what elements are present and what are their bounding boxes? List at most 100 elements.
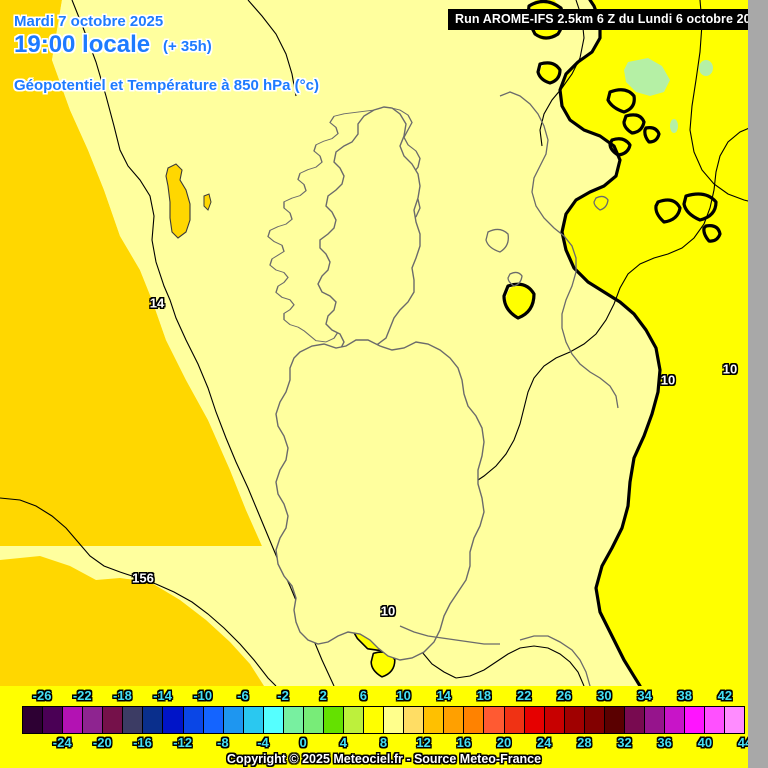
legend-swatch-29 <box>604 707 625 733</box>
legend-swatch-33 <box>685 707 706 733</box>
model-run-banner: Run AROME-IFS 2.5km 6 Z du Lundi 6 octob… <box>448 9 768 30</box>
legend-swatch-8 <box>183 707 204 733</box>
legend-color-bar[interactable] <box>22 706 745 734</box>
legend-tick-16: 16 <box>456 735 472 750</box>
copyright-notice: Copyright © 2025 Meteociel.fr - Source M… <box>226 752 542 766</box>
legend-swatch-20 <box>424 707 445 733</box>
legend-tick-2: 2 <box>319 688 327 703</box>
legend-swatch-9 <box>203 707 224 733</box>
legend-swatch-6 <box>143 707 164 733</box>
contour-label-14: 14 <box>149 295 165 311</box>
temp-patch-ne-3 <box>610 90 634 110</box>
legend-tick-8: 8 <box>379 735 388 750</box>
geopotential-contour-ne-1 <box>689 0 768 207</box>
legend-tick--8: -8 <box>217 735 229 750</box>
legend-tick-4: 4 <box>339 735 347 750</box>
contour-label-10-sardinia: 10 <box>380 603 396 619</box>
temp-patch-ne-7 <box>658 202 678 218</box>
legend-tick--26: -26 <box>32 688 52 703</box>
temp-patch-green-ne <box>624 58 670 96</box>
temp-patch-ne-10 <box>506 284 534 316</box>
coastline-island-small-2 <box>593 195 609 211</box>
legend-swatch-34 <box>705 707 726 733</box>
forecast-map[interactable]: 14 156 10 10 10 <box>0 0 768 686</box>
contour-10C-island-9 <box>702 224 722 243</box>
legend-swatch-3 <box>83 707 104 733</box>
legend-tick-36: 36 <box>657 735 672 750</box>
legend-tick--20: -20 <box>92 735 112 750</box>
coastline-sardinia-southeast-link <box>399 625 500 645</box>
legend-tick--12: -12 <box>173 735 193 750</box>
legend-tick-18: 18 <box>476 688 492 703</box>
forecast-parameter: Géopotentiel et Température à 850 hPa (°… <box>14 77 319 94</box>
legend-tick-42: 42 <box>717 688 733 703</box>
contour-10C-island-5 <box>608 137 632 157</box>
legend-tick-14: 14 <box>436 688 451 703</box>
legend-tick-20: 20 <box>496 735 512 750</box>
legend-tick-24: 24 <box>536 735 552 750</box>
legend-tick-34: 34 <box>637 688 652 703</box>
coastline-corsica-island <box>317 106 421 365</box>
legend-tick-0: 0 <box>299 735 307 750</box>
legend-tick-30: 30 <box>597 688 612 703</box>
legend-swatch-13 <box>283 707 304 733</box>
geopotential-contour-ne-2 <box>451 125 768 521</box>
legend-swatch-16 <box>344 707 365 733</box>
legend-tick--22: -22 <box>72 688 92 703</box>
legend-swatch-0 <box>23 707 44 733</box>
forecast-lead-time: (+ 35h) <box>163 38 212 55</box>
legend-tick--2: -2 <box>277 688 289 703</box>
legend-swatch-4 <box>103 707 124 733</box>
right-margin-filler <box>748 0 768 768</box>
legend-tick--18: -18 <box>113 688 132 703</box>
legend-swatch-10 <box>223 707 244 733</box>
coastlines <box>267 107 421 343</box>
legend-tick-22: 22 <box>516 688 532 703</box>
contour-label-156: 156 <box>132 570 154 586</box>
legend-swatch-18 <box>384 707 405 733</box>
legend-tick-26: 26 <box>557 688 572 703</box>
map-canvas <box>0 0 768 686</box>
legend-swatch-14 <box>303 707 324 733</box>
legend-swatch-22 <box>464 707 485 733</box>
contour-10C-island-7 <box>654 198 682 224</box>
legend-swatch-17 <box>364 707 385 733</box>
legend-tick--4: -4 <box>257 735 269 750</box>
legend-tick-38: 38 <box>677 688 692 703</box>
contour-10C-island-3 <box>606 88 636 114</box>
coastline-northeast <box>485 91 619 409</box>
coastline-island-elba <box>485 228 509 253</box>
temp-band-14-16 <box>0 0 262 546</box>
legend-swatch-25 <box>524 707 545 733</box>
legend-swatch-26 <box>544 707 565 733</box>
legend-swatch-1 <box>43 707 64 733</box>
legend-tick--16: -16 <box>133 735 152 750</box>
legend-tick-40: 40 <box>697 735 713 750</box>
coastline-small-island-west-2 <box>203 193 212 211</box>
contour-10C-island-8 <box>682 192 718 222</box>
legend-swatch-28 <box>584 707 605 733</box>
temp-band-lower-left <box>0 556 264 686</box>
geopotential-contour-upper <box>247 0 297 97</box>
legend-tick-12: 12 <box>416 735 431 750</box>
legend-tick-32: 32 <box>617 735 632 750</box>
geopotential-contour-156 <box>0 497 277 686</box>
coastline-southeast <box>519 635 591 686</box>
legend-swatch-21 <box>444 707 465 733</box>
forecast-date: Mardi 7 octobre 2025 <box>14 13 164 30</box>
legend-swatch-19 <box>404 707 425 733</box>
legend-tick--24: -24 <box>52 735 72 750</box>
contour-10C-island-6 <box>643 126 661 144</box>
legend-swatch-31 <box>644 707 665 733</box>
legend-swatch-24 <box>504 707 525 733</box>
temp-patch-green-ne-2 <box>699 60 713 76</box>
temp-patch-green-ne-3 <box>670 119 678 133</box>
legend-tick--10: -10 <box>193 688 213 703</box>
temperature-legend: -26 -22 -18 -14 -10 -6 -2 2 6 10 14 18 22 26 30 34 38 42 … <box>0 686 768 768</box>
temp-patch-ne-6 <box>646 128 658 140</box>
temp-patch-ne-4 <box>625 114 643 130</box>
legend-swatch-15 <box>323 707 344 733</box>
legend-tick-28: 28 <box>577 735 592 750</box>
coastline-island-small-1 <box>507 271 523 287</box>
